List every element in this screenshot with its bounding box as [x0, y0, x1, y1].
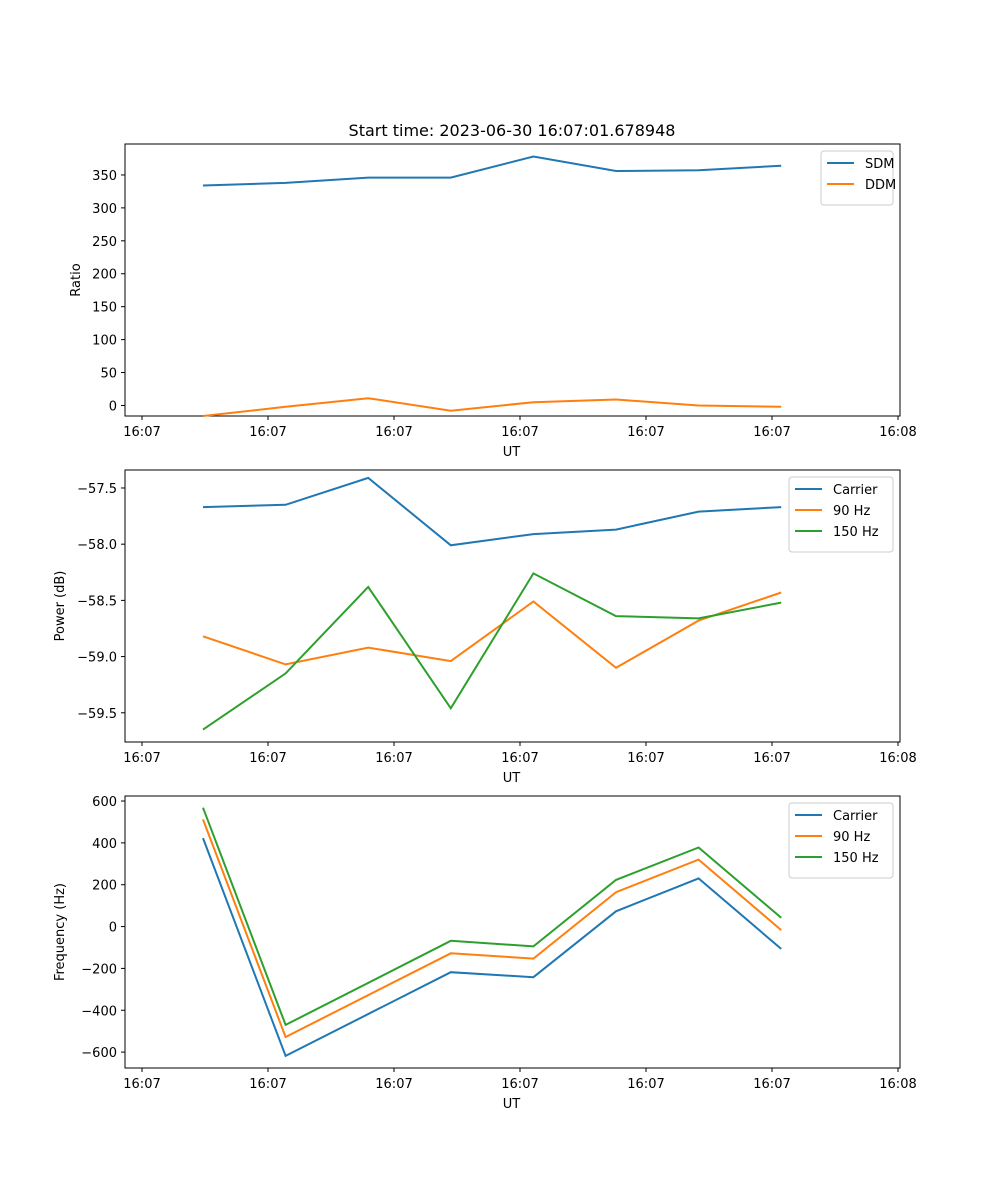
legend: Carrier 90 Hz 150 Hz [788, 476, 894, 553]
y-tick-label: 50 [100, 367, 117, 382]
x-tick-label: 16:07 [501, 751, 538, 766]
series-90-hz [202, 591, 782, 670]
series-90-hz [202, 819, 782, 1039]
series-line [202, 807, 782, 1027]
series-150-hz [202, 807, 782, 1027]
panels: 16:07 16:07 16:07 16:07 16:07 16:07 16:08 0 50 10… [53, 143, 917, 1112]
series-line [202, 476, 782, 547]
x-tick-label: 16:07 [123, 425, 160, 440]
legend-box [788, 802, 894, 879]
chart-panel-2: 16:07 16:07 16:07 16:07 16:07 16:07 16:08 −57.5… [53, 469, 917, 786]
legend: SDM DDM [820, 150, 896, 206]
legend-label: SDM [865, 157, 894, 172]
plot-frame [124, 143, 901, 417]
y-axis-label: Frequency (Hz) [53, 883, 68, 981]
y-tick-label: −58.5 [77, 594, 117, 609]
x-tick-label: 16:07 [753, 751, 790, 766]
y-axis-label: Power (dB) [53, 571, 68, 642]
x-tick-label: 16:07 [375, 425, 412, 440]
x-tick-label: 16:08 [879, 751, 916, 766]
y-tick-label: 400 [92, 837, 117, 852]
figure-title: Start time: 2023-06-30 16:07:01.678948 [349, 121, 676, 140]
y-tick-label: 300 [92, 202, 117, 217]
x-tick-label: 16:07 [501, 425, 538, 440]
series-line [202, 819, 782, 1039]
legend-label: 150 Hz [833, 525, 879, 540]
x-tick-label: 16:07 [753, 1077, 790, 1092]
x-axis-label: UT [503, 771, 521, 786]
y-tick-label: 600 [92, 795, 117, 810]
x-tick-label: 16:08 [879, 425, 916, 440]
x-tick-label: 16:07 [627, 1077, 664, 1092]
series-carrier [202, 476, 782, 547]
x-tick-label: 16:07 [627, 425, 664, 440]
x-tick-label: 16:08 [879, 1077, 916, 1092]
y-tick-label: 200 [92, 268, 117, 283]
series-line [202, 397, 782, 417]
legend-box [820, 150, 894, 206]
y-tick-label: −58.0 [77, 538, 117, 553]
series-line [202, 572, 782, 731]
series-line [202, 155, 782, 187]
y-axis-label: Ratio [69, 263, 84, 296]
y-tick-label: −400 [81, 1004, 117, 1019]
y-tick-label: 0 [109, 921, 117, 936]
y-tick-label: −600 [81, 1046, 117, 1061]
legend-label: DDM [865, 178, 896, 193]
y-tick-label: 200 [92, 879, 117, 894]
x-tick-label: 16:07 [249, 751, 286, 766]
y-tick-label: −57.5 [77, 482, 117, 497]
legend-label: Carrier [833, 809, 878, 824]
legend-label: 90 Hz [833, 830, 870, 845]
series-ddm [202, 397, 782, 417]
y-tick-label: 100 [92, 334, 117, 349]
chart-panel-1: 16:07 16:07 16:07 16:07 16:07 16:07 16:08 0 50 10… [69, 143, 917, 460]
x-tick-label: 16:07 [123, 751, 160, 766]
x-axis-label: UT [503, 445, 521, 460]
legend-label: 90 Hz [833, 504, 870, 519]
plot-frame [124, 795, 901, 1069]
x-tick-label: 16:07 [249, 1077, 286, 1092]
legend-label: 150 Hz [833, 851, 879, 866]
chart-panel-3: 16:07 16:07 16:07 16:07 16:07 16:07 16:08 600 40… [53, 795, 917, 1112]
y-tick-label: 150 [92, 301, 117, 316]
y-tick-label: 0 [109, 399, 117, 414]
x-tick-label: 16:07 [249, 425, 286, 440]
y-tick-label: 350 [92, 169, 117, 184]
x-tick-label: 16:07 [375, 1077, 412, 1092]
x-axis-label: UT [503, 1097, 521, 1112]
legend-label: Carrier [833, 483, 878, 498]
y-tick-label: −59.0 [77, 651, 117, 666]
y-tick-label: −200 [81, 962, 117, 977]
series-sdm [202, 155, 782, 187]
y-tick-label: 250 [92, 235, 117, 250]
plot-frame [124, 469, 901, 743]
x-tick-label: 16:07 [123, 1077, 160, 1092]
legend: Carrier 90 Hz 150 Hz [788, 802, 894, 879]
x-tick-label: 16:07 [753, 425, 790, 440]
legend-box [788, 476, 894, 553]
series-150-hz [202, 572, 782, 731]
series-line [202, 591, 782, 670]
x-tick-label: 16:07 [375, 751, 412, 766]
x-tick-label: 16:07 [627, 751, 664, 766]
y-tick-label: −59.5 [77, 707, 117, 722]
x-tick-label: 16:07 [501, 1077, 538, 1092]
series-carrier [202, 837, 782, 1058]
